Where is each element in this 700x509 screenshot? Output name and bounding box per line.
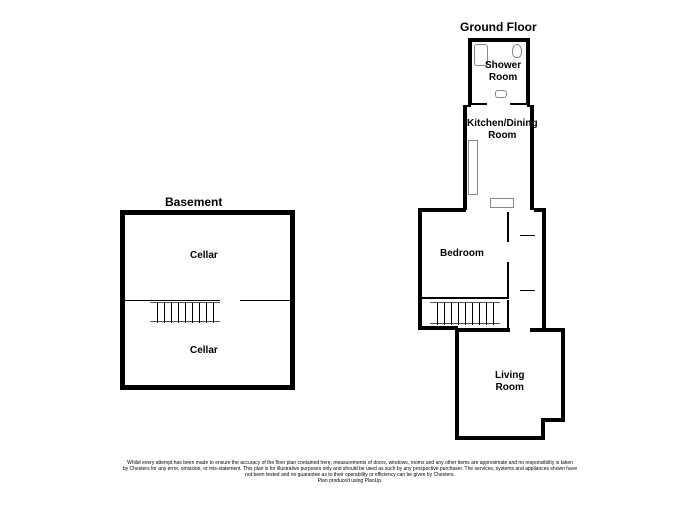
kitchen-hob [490,198,514,208]
cellar-lower-label: Cellar [190,345,218,357]
basement-wall-right [290,210,295,390]
basement-stairs [150,302,220,322]
kitchen-top-step-r [527,105,533,107]
bedroom-hall-div-bot [507,262,509,298]
door-swing-1 [520,235,535,236]
basement-wall-top [120,210,295,215]
cellar-upper-label: Cellar [190,250,218,262]
bedroom-left [418,208,422,300]
shower-bottom-l [472,103,487,105]
shower-room-label: Shower Room [485,60,521,84]
living-top-r [530,328,565,332]
living-right [561,328,565,418]
kitchen-counter [468,140,478,195]
basement-wall-bottom [120,385,295,390]
bedroom-bottom [422,297,509,299]
bedroom-label: Bedroom [440,248,484,260]
landing-div [507,300,509,328]
kitchen-dining-label: Kitchen/Dining Room [467,118,538,142]
bedroom-top-l [418,208,466,212]
shower-left [468,38,472,105]
basin-icon [495,90,507,98]
landing-bottom-l [418,326,458,330]
living-left [455,328,459,440]
hall-right [542,208,546,300]
shower-top [468,38,530,42]
living-room-label: Living Room [495,370,524,394]
basement-divider [125,300,220,301]
ground-floor-title: Ground Floor [460,20,537,34]
bedroom-hall-div-top [507,212,509,242]
basement-title: Basement [165,195,222,209]
living-top-l [455,328,510,332]
basement-divider-r [240,300,290,301]
entrance-left [541,418,545,438]
shower-right [526,38,530,105]
door-swing-2 [520,290,535,291]
landing-right [542,300,546,330]
kitchen-top-step-l [463,105,471,107]
disclaimer: Whilst every attempt has been made to en… [100,460,600,484]
shower-bottom-r [510,103,526,105]
toilet-icon [512,44,522,58]
disclaimer-line4: Plan produced using PlanUp. [100,478,600,484]
ground-stairs [430,302,500,324]
living-bottom [455,436,545,440]
